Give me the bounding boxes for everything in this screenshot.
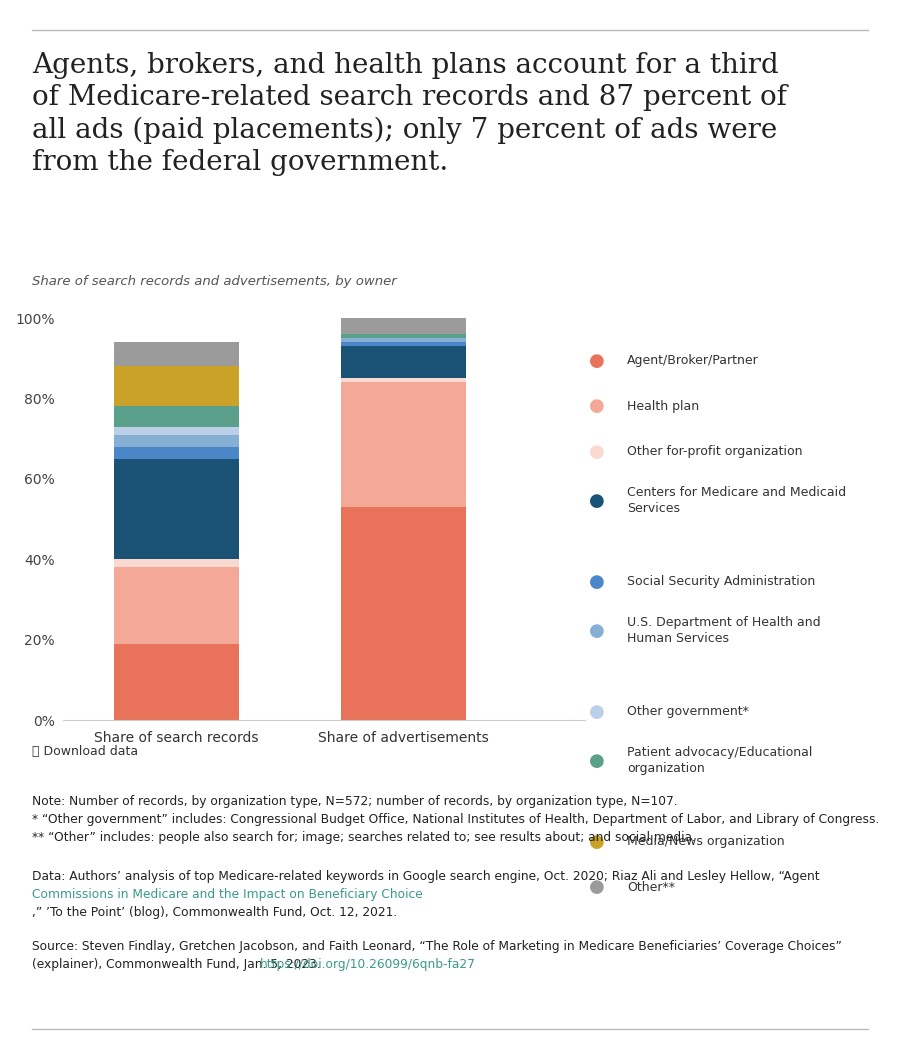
Bar [114,367,238,407]
Text: Source: Steven Findlay, Gretchen Jacobson, and Faith Leonard, “The Role of Marke: Source: Steven Findlay, Gretchen Jacobso… [32,940,842,953]
Text: ●: ● [590,492,605,509]
Bar [114,559,238,568]
Text: Other government*: Other government* [627,705,749,718]
Text: Media/News organization: Media/News organization [627,835,785,848]
Text: ●: ● [590,878,605,896]
Text: ⤓ Download data: ⤓ Download data [32,745,139,758]
Bar [341,383,466,507]
Text: ●: ● [590,703,605,721]
Bar [114,342,238,367]
Bar [114,407,238,427]
Text: (explainer), Commonwealth Fund, Jan. 5, 2023.: (explainer), Commonwealth Fund, Jan. 5, … [32,958,325,971]
Bar [341,378,466,383]
Text: Share of search records and advertisements, by owner: Share of search records and advertisemen… [32,275,397,288]
Text: * “Other government” includes: Congressional Budget Office, National Institutes : * “Other government” includes: Congressi… [32,813,880,826]
Bar [114,459,238,559]
Text: ** “Other” includes: people also search for; image; searches related to; see res: ** “Other” includes: people also search … [32,831,697,843]
Text: ●: ● [590,622,605,639]
Text: ●: ● [590,833,605,851]
Bar [114,427,238,434]
Text: ●: ● [590,752,605,769]
Bar [341,342,466,347]
Text: Data: Authors’ analysis of top Medicare-related keywords in Google search engine: Data: Authors’ analysis of top Medicare-… [32,870,820,883]
Text: Health plan: Health plan [627,400,699,412]
Text: Centers for Medicare and Medicaid
Services: Centers for Medicare and Medicaid Servic… [627,486,846,516]
Bar [114,434,238,447]
Text: ●: ● [590,443,605,461]
Text: Patient advocacy/Educational
organization: Patient advocacy/Educational organizatio… [627,746,813,776]
Text: Commissions in Medicare and the Impact on Beneficiary Choice: Commissions in Medicare and the Impact o… [32,888,423,901]
Text: U.S. Department of Health and
Human Services: U.S. Department of Health and Human Serv… [627,616,821,646]
Bar [341,318,466,334]
Text: Agent/Broker/Partner: Agent/Broker/Partner [627,354,759,367]
Bar [341,507,466,720]
Text: Other for-profit organization: Other for-profit organization [627,445,803,458]
Bar [114,447,238,459]
Bar [341,338,466,342]
Text: ●: ● [590,397,605,415]
Bar [114,568,238,644]
Text: Note: Number of records, by organization type, N=572; number of records, by orga: Note: Number of records, by organization… [32,795,678,808]
Text: ,” ’To the Point’ (blog), Commonwealth Fund, Oct. 12, 2021.: ,” ’To the Point’ (blog), Commonwealth F… [32,906,398,919]
Bar [341,334,466,338]
Text: ●: ● [590,573,605,591]
Text: Other**: Other** [627,880,675,893]
Text: Agents, brokers, and health plans account for a third
of Medicare-related search: Agents, brokers, and health plans accoun… [32,52,788,177]
Bar [114,644,238,720]
Text: ●: ● [590,352,605,370]
Bar [341,347,466,378]
Text: Social Security Administration: Social Security Administration [627,575,815,588]
Text: https://doi.org/10.26099/6qnb-fa27: https://doi.org/10.26099/6qnb-fa27 [260,958,476,971]
